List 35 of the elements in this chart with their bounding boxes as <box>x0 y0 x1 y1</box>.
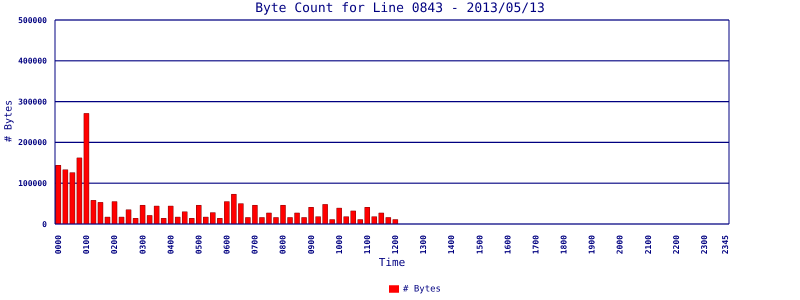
x-tick-label: 2345 <box>720 234 730 254</box>
x-tick-label: 2100 <box>644 234 653 254</box>
x-tick-label: 0500 <box>194 234 204 254</box>
x-tick-label: 0600 <box>222 234 232 254</box>
x-tick-label: 0800 <box>278 234 288 254</box>
x-tick-label: 1100 <box>362 234 372 254</box>
x-tick-label: 1800 <box>560 234 569 254</box>
y-axis-title: # Bytes <box>4 100 15 142</box>
y-tick-label: 300000 <box>18 97 48 106</box>
x-tick-label: 0000 <box>54 234 64 254</box>
x-tick-label: 0900 <box>306 234 316 254</box>
x-tick-label: 0700 <box>250 234 260 254</box>
x-tick-label: 0300 <box>138 234 148 254</box>
x-tick-label: 2000 <box>616 234 625 254</box>
x-tick-label: 1000 <box>334 234 344 254</box>
x-tick-label: 1300 <box>419 234 428 254</box>
legend-label: # Bytes <box>403 284 441 294</box>
x-tick-label: 0100 <box>82 234 92 254</box>
y-tick-label: 100000 <box>18 179 48 188</box>
x-tick-label: 1600 <box>503 234 512 254</box>
x-tick-label: 2300 <box>700 234 709 254</box>
y-tick-label: 200000 <box>18 138 48 148</box>
x-tick-label: 1700 <box>531 234 540 254</box>
x-tick-label: 1500 <box>475 234 484 254</box>
chart-title: Byte Count for Line 0843 - 2013/05/13 <box>254 1 546 16</box>
y-tick-label: 500000 <box>18 16 48 25</box>
y-tick-label: 0 <box>42 220 48 229</box>
x-tick-label: 1200 <box>391 234 400 254</box>
x-tick-label: 0200 <box>110 234 120 254</box>
x-tick-label: 1400 <box>447 234 456 254</box>
x-axis-title: Time <box>378 256 406 269</box>
x-tick-label: 2200 <box>672 234 681 254</box>
x-tick-label: 1900 <box>588 234 597 254</box>
y-tick-label: 400000 <box>18 56 48 66</box>
x-tick-label: 0400 <box>166 234 176 254</box>
